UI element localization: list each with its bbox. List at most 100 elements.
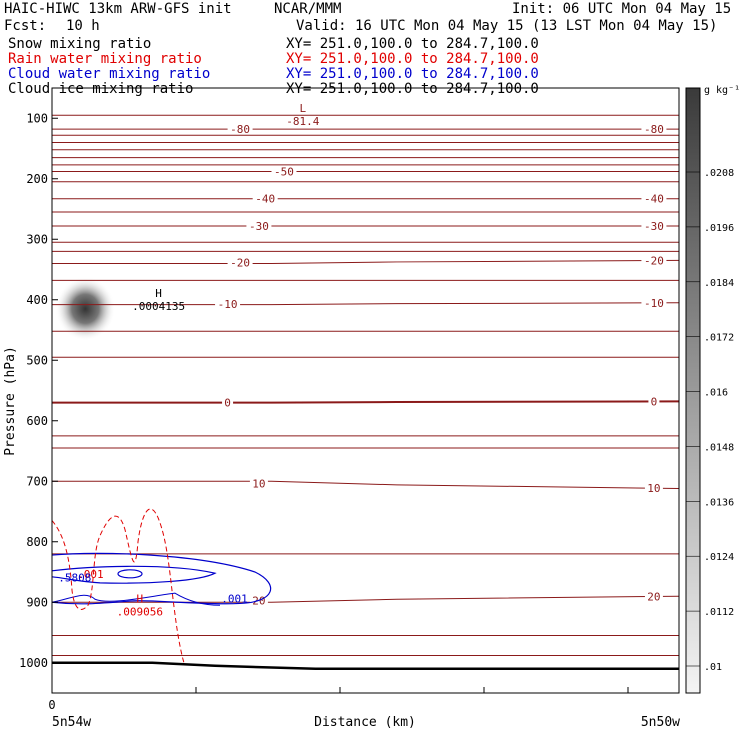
isotherm-20 [52, 595, 680, 603]
isotherm-label: -40 [255, 193, 275, 206]
field-name-cloud-water: Cloud water mixing ratio [8, 66, 211, 82]
isotherm-label: -50 [274, 165, 294, 178]
contour-label: .5808 [58, 572, 91, 585]
y-tick-label: 900 [26, 595, 48, 609]
isotherm-label-bg [641, 296, 667, 308]
isotherm-label-bg [644, 482, 663, 494]
extremum-value: .0004135 [132, 300, 185, 313]
isotherm-label: -20 [230, 257, 250, 270]
isotherm-label: -10 [218, 298, 238, 311]
extremum-value: -81.4 [286, 115, 319, 128]
isotherm-label-bg [641, 219, 667, 231]
field-xy-cloud-water: XY= 251.0,100.0 to 284.7,100.0 [286, 66, 539, 82]
x-end-label: 5n50w [641, 715, 680, 730]
y-tick-label: 500 [26, 353, 48, 367]
extremum-marker: L [299, 102, 306, 115]
x-axis-ticks [51, 687, 629, 693]
isotherm-label-bg [227, 256, 253, 268]
cloud-water-outer-contour [51, 552, 272, 605]
y-tick-label: 1000 [19, 656, 48, 670]
cloud-water-lower-contour [51, 592, 221, 606]
field-name-snow: Snow mixing ratio [8, 36, 152, 52]
isotherm-label: -10 [644, 297, 664, 310]
extremum-value: .009056 [117, 605, 163, 618]
surface-line [52, 661, 679, 671]
isotherm--10 [52, 302, 680, 306]
isotherm-label: 0 [651, 395, 658, 408]
isotherm-label-bg [227, 123, 253, 135]
colorbar-label: .0136 [704, 497, 734, 508]
colorbar-label: .016 [704, 388, 728, 399]
y-tick-label: 100 [26, 111, 48, 125]
colorbar-label: .0148 [704, 442, 734, 453]
y-tick-label: 700 [26, 474, 48, 488]
colorbar: g kg⁻¹ .0208 .0196 .0184 .0172 .016 .0148 .013… [685, 85, 740, 694]
isotherm-label: -80 [230, 123, 250, 136]
isotherm--20 [52, 259, 680, 264]
colorbar-gradient [685, 87, 701, 694]
cloud-water-core-contour [117, 569, 143, 579]
rain-water-contour [51, 508, 185, 663]
y-tick-label: 300 [26, 232, 48, 246]
colorbar-unit: g kg⁻¹ [704, 85, 740, 96]
isotherm-label-bg [252, 192, 278, 204]
isotherm-label-bg [641, 254, 667, 266]
forecast-label: Fcst: [4, 18, 47, 34]
isotherm-label: -80 [644, 123, 664, 136]
isotherm-label: 20 [647, 590, 660, 603]
contour-label: .001 [77, 568, 104, 581]
center-label: NCAR/MMM [274, 1, 342, 17]
isotherm-label-bg [641, 123, 667, 135]
snow-max-shading [55, 276, 116, 341]
y-tick-label: 400 [26, 293, 48, 307]
isotherm-label: 10 [647, 482, 660, 495]
contour-label: .001 [221, 592, 248, 605]
colorbar-label: .0184 [704, 278, 734, 289]
forecast-hour: 10 h [66, 18, 100, 34]
isotherm-label-bg [641, 192, 667, 204]
plot-area: -80 -80 -50 -40 -40 -30 -30 -20 -20 -10 -10 0 0 10 10 2… [51, 102, 680, 671]
isotherm-label-bg [215, 298, 241, 310]
x-tick-zero: 0 [48, 698, 55, 712]
pressure-axis: 100 200 300 400 500 600 700 800 900 1000 [19, 111, 58, 670]
y-tick-label: 800 [26, 535, 48, 549]
isotherm-label: 10 [252, 478, 265, 491]
isotherm-label: -30 [249, 220, 269, 233]
x-start-label: 5n54w [52, 715, 91, 730]
y-tick-label: 600 [26, 414, 48, 428]
colorbar-label: .01 [704, 662, 722, 673]
isotherm-label: -20 [644, 255, 664, 268]
colorbar-label: .0208 [704, 168, 734, 179]
init-time: Init: 06 UTC Mon 04 May 15 [512, 1, 732, 17]
field-name-rain: Rain water mixing ratio [8, 51, 202, 67]
cloud-water-inner-contour [51, 565, 217, 584]
isotherm-label: -30 [644, 220, 664, 233]
field-name-cloud-ice: Cloud ice mixing ratio [8, 81, 194, 97]
extremum-marker: H [155, 287, 162, 300]
field-xy-rain: XY= 251.0,100.0 to 284.7,100.0 [286, 51, 539, 67]
extremum-marker: H [136, 592, 143, 605]
model-title: HAIC-HIWC 13km ARW-GFS init [4, 1, 232, 17]
colorbar-label: .0172 [704, 333, 734, 344]
isotherm-label-bg [271, 165, 297, 177]
isotherm-0 [52, 400, 680, 404]
isotherm-10 [52, 480, 680, 490]
isotherm-label-bg [246, 219, 272, 231]
colorbar-label: .0196 [704, 223, 734, 234]
isotherm-label-bg [249, 477, 268, 489]
field-xy-cloud-ice: XY= 251.0,100.0 to 284.7,100.0 [286, 81, 539, 97]
isotherm-label: -40 [644, 193, 664, 206]
isotherm-label: 0 [224, 396, 231, 409]
isotherm-label-bg [648, 395, 660, 407]
y-tick-label: 200 [26, 172, 48, 186]
colorbar-label: .0124 [704, 552, 734, 563]
colorbar-label: .0112 [704, 607, 734, 618]
valid-time: Valid: 16 UTC Mon 04 May 15 (13 LST Mon … [296, 18, 718, 34]
x-axis-label: Distance (km) [314, 715, 416, 730]
isotherm-label-bg [222, 396, 234, 408]
plot-frame [51, 87, 680, 694]
isotherm-label-bg [644, 590, 663, 602]
y-axis-label: Pressure (hPa) [3, 346, 18, 456]
field-xy-snow: XY= 251.0,100.0 to 284.7,100.0 [286, 36, 539, 52]
